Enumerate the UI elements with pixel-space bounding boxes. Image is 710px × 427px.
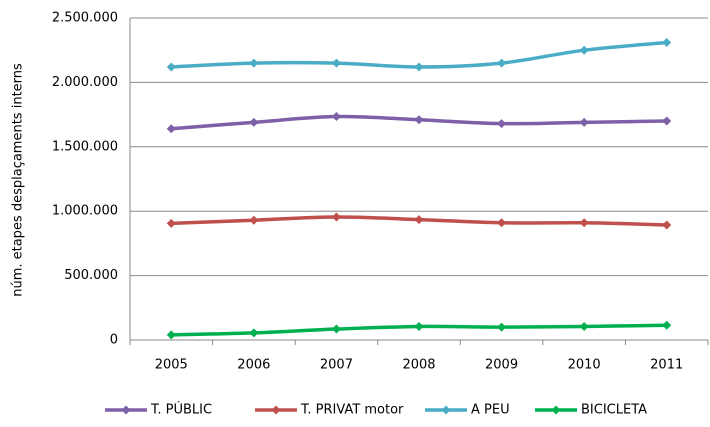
point — [662, 320, 672, 330]
legend-marker — [441, 405, 451, 415]
point — [249, 215, 259, 225]
point — [497, 119, 507, 129]
point — [497, 218, 507, 228]
x-tick-label: 2007 — [320, 358, 353, 373]
point — [166, 124, 176, 134]
point — [249, 58, 259, 68]
x-tick-label: 2011 — [650, 358, 683, 373]
point — [497, 322, 507, 332]
point — [414, 321, 424, 331]
point — [414, 215, 424, 225]
legend-marker — [271, 405, 281, 415]
point — [249, 117, 259, 127]
point — [579, 45, 589, 55]
y-tick-label: 1.000.000 — [52, 204, 118, 219]
x-tick-label: 2008 — [402, 358, 435, 373]
point — [579, 218, 589, 228]
point — [249, 328, 259, 338]
point — [414, 115, 424, 125]
y-tick-label: 2.000.000 — [52, 75, 118, 90]
point — [662, 37, 672, 47]
x-tick-label: 2006 — [237, 358, 270, 373]
legend-marker — [551, 405, 561, 415]
x-tick-label: 2009 — [485, 358, 518, 373]
point — [166, 62, 176, 72]
point — [331, 212, 341, 222]
x-tick-label: 2005 — [155, 358, 188, 373]
y-tick-label: 2.500.000 — [52, 11, 118, 26]
point — [414, 62, 424, 72]
point — [579, 117, 589, 127]
point — [166, 330, 176, 340]
x-tick-label: 2010 — [568, 358, 601, 373]
point — [579, 321, 589, 331]
legend-label: A PEU — [471, 403, 510, 418]
point — [331, 58, 341, 68]
legend-label: T. PÚBLIC — [150, 402, 212, 418]
legend-marker — [121, 405, 131, 415]
point — [331, 324, 341, 334]
y-tick-label: 1.500.000 — [52, 139, 118, 154]
y-axis-label: núm. etapes desplaçaments interns — [11, 63, 26, 297]
y-tick-label: 0 — [110, 333, 118, 348]
point — [497, 58, 507, 68]
point — [662, 220, 672, 230]
point — [166, 218, 176, 228]
legend-label: T. PRIVAT motor — [300, 403, 404, 418]
point — [662, 116, 672, 126]
legend-label: BICICLETA — [581, 403, 647, 418]
y-tick-label: 500.000 — [64, 268, 118, 283]
point — [331, 112, 341, 122]
